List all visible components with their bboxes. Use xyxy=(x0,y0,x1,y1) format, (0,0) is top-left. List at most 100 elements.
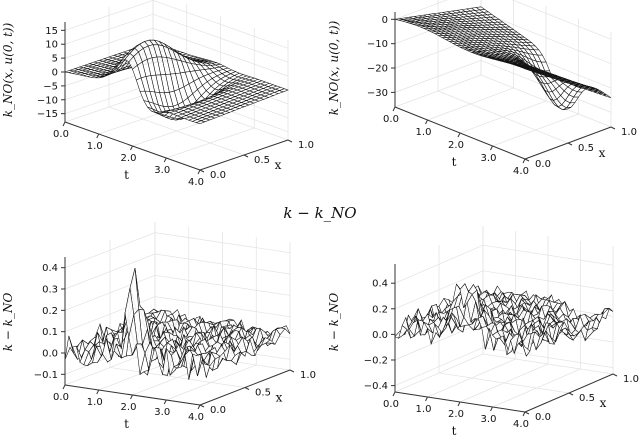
z-tick-label: −0.4 xyxy=(364,381,388,392)
t-tick-label: 4.0 xyxy=(513,166,529,177)
x-tick-label: 0.0 xyxy=(535,412,551,423)
t-tick xyxy=(130,145,133,151)
z-tick-label: 0.2 xyxy=(372,304,388,315)
x-axis-label: x xyxy=(599,146,606,160)
grid-line-x xyxy=(482,226,614,375)
z-tick-label: 0 xyxy=(382,15,388,26)
t-tick-label: 3.0 xyxy=(154,165,170,176)
surface-mesh xyxy=(63,39,289,124)
z-axis-label: k_NO(x, u(0, t)) xyxy=(327,20,341,115)
t-tick xyxy=(197,169,201,175)
surface-cell xyxy=(195,120,206,124)
t-tick xyxy=(522,411,526,417)
x-tick xyxy=(289,369,295,373)
x-tick-label: 0.0 xyxy=(210,405,226,416)
x-tick xyxy=(287,139,293,143)
x-tick xyxy=(524,411,530,415)
t-tick-label: 0.0 xyxy=(53,129,69,140)
panel-top-left: 0.0 1.0 2.0 3.0 4.0 t 0.0 0.5 1.0 x 15 10 5 0 −5 −10 −15… xyxy=(1,0,314,188)
z-axis-label: k − k_NO xyxy=(1,293,15,352)
z-tick-label: 5 xyxy=(52,54,58,65)
t-tick-label: 1.0 xyxy=(87,397,103,408)
surface-cell xyxy=(521,67,530,71)
t-tick-label: 0.0 xyxy=(53,392,69,403)
axes: 0.0 1.0 2.0 3.0 4.0 t 0.0 0.5 1.0 x 0.4 0.3 0.2 0.1 0.… xyxy=(1,257,316,431)
x-tick xyxy=(567,142,573,146)
surface-cell xyxy=(521,340,531,357)
grid-line-z xyxy=(394,0,612,40)
t-tick-label: 1.0 xyxy=(416,127,432,138)
z-axis-label: k − k_NO xyxy=(327,293,341,352)
t-tick xyxy=(490,406,493,412)
z-tick-label: −5 xyxy=(43,81,58,92)
t-tick-label: 1.0 xyxy=(416,404,432,415)
z-tick-label: 0.3 xyxy=(42,285,58,296)
panel-bottom-right: 0.0 1.0 2.0 3.0 4.0 t 0.0 0.5 1.0 x 0.4 0.2 0.0 −0.2 −… xyxy=(327,226,639,438)
x-tick-label: 0.0 xyxy=(210,170,226,181)
t-tick-label: 2.0 xyxy=(121,402,137,413)
z-tick-label: −15 xyxy=(37,109,58,120)
t-axis-label: t xyxy=(452,155,457,169)
t-tick xyxy=(457,132,461,138)
t-tick-label: 0.0 xyxy=(383,114,399,125)
surface-mesh xyxy=(64,268,291,380)
x-tick xyxy=(524,158,530,162)
t-tick xyxy=(96,389,100,395)
t-tick xyxy=(425,396,428,402)
t-tick xyxy=(392,106,396,112)
z-tick-label: 15 xyxy=(45,26,58,37)
t-tick xyxy=(96,133,100,139)
x-tick xyxy=(610,126,616,130)
t-axis-label: t xyxy=(124,168,129,182)
x-axis-label: x xyxy=(275,158,282,172)
z-tick-label: 0.4 xyxy=(372,279,388,290)
t-tick-label: 4.0 xyxy=(188,412,204,423)
t-tick xyxy=(163,157,167,163)
t-tick xyxy=(425,119,428,125)
t-tick-label: 3.0 xyxy=(154,407,170,418)
z-tick-label: 10 xyxy=(45,40,58,51)
x-tick-label: 1.0 xyxy=(623,374,639,385)
t-tick-label: 0.0 xyxy=(383,399,399,410)
t-tick-label: 1.0 xyxy=(87,141,103,152)
z-tick-label: 0.4 xyxy=(42,263,58,274)
t-axis-label: t xyxy=(124,417,129,431)
z-tick-label: 0.0 xyxy=(372,330,388,341)
t-tick xyxy=(392,391,396,397)
z-tick-label: 0.1 xyxy=(42,327,58,338)
z-tick-label: −10 xyxy=(37,95,58,106)
grid-line-x xyxy=(109,239,246,388)
t-tick xyxy=(522,158,526,164)
x-axis-label: x xyxy=(600,396,607,410)
x-tick-label: 0.5 xyxy=(578,143,594,154)
x-tick xyxy=(568,392,574,396)
t-tick xyxy=(130,394,133,400)
grid-line-x xyxy=(438,245,570,394)
surface-cell xyxy=(196,353,206,365)
x-tick xyxy=(244,387,250,390)
z-tick-label: −30 xyxy=(367,88,388,99)
t-tick xyxy=(457,401,461,407)
grid-line-x xyxy=(108,7,245,156)
t-axis-label: t xyxy=(452,424,457,438)
t-tick-label: 2.0 xyxy=(448,140,464,151)
surface-mesh xyxy=(394,6,612,111)
z-tick-label: −0.1 xyxy=(34,370,58,381)
x-tick-label: 1.0 xyxy=(298,140,314,151)
x-axis-label: x xyxy=(276,391,283,405)
z-tick-label: −20 xyxy=(367,64,388,75)
x-tick-label: 0.5 xyxy=(255,388,271,399)
x-tick-label: 1.0 xyxy=(300,370,316,381)
surface-mesh xyxy=(394,283,614,357)
x-tick xyxy=(612,373,618,377)
x-tick xyxy=(199,404,205,408)
t-tick xyxy=(62,121,66,127)
t-tick xyxy=(163,399,167,405)
t-tick-label: 4.0 xyxy=(513,419,529,430)
z-tick-label: −10 xyxy=(367,39,388,50)
x-tick-label: 1.0 xyxy=(621,127,637,138)
z-tick-label: 0.0 xyxy=(42,349,58,360)
t-tick xyxy=(490,145,493,151)
t-tick-label: 2.0 xyxy=(448,409,464,420)
